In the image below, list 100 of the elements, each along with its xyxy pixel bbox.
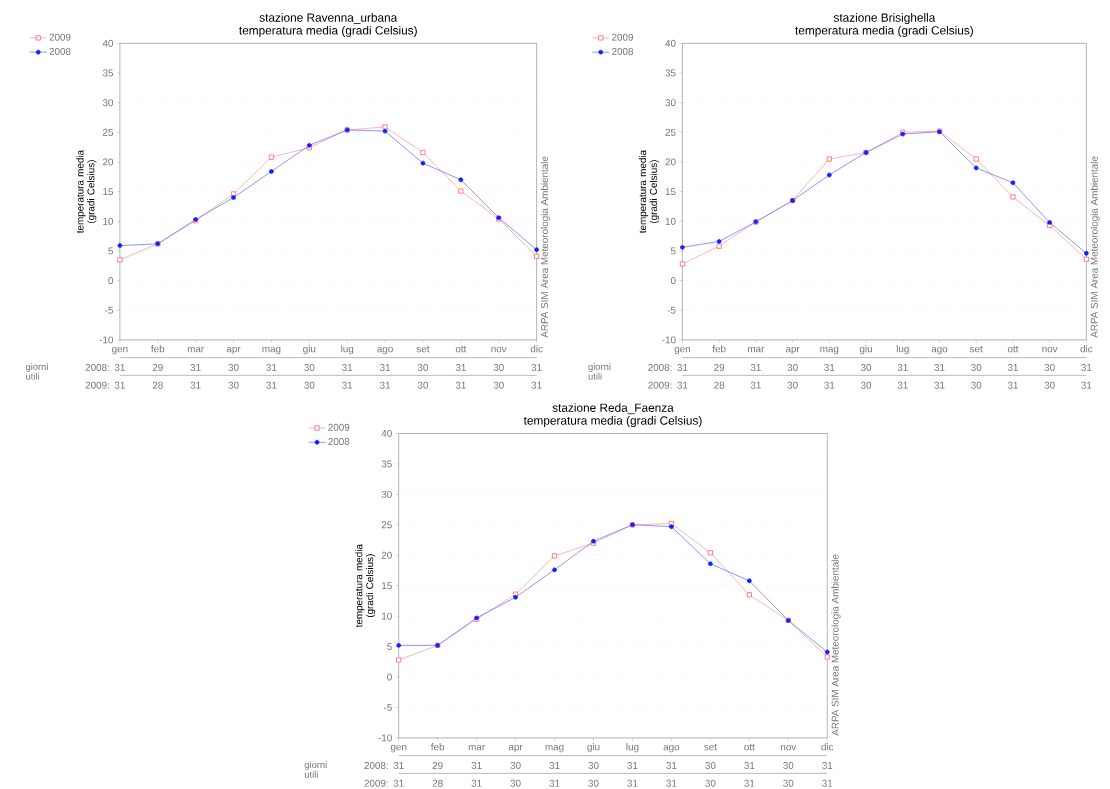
y-tick-label: 5 — [108, 247, 114, 255]
text: 31 — [897, 381, 908, 389]
y-tick-label: -10 — [378, 734, 392, 742]
y-tick-label: -5 — [105, 306, 114, 314]
x-tick-label: apr — [226, 346, 241, 355]
text: 2009: — [364, 779, 388, 787]
text: 30 — [493, 363, 504, 371]
text: 31 — [1007, 381, 1018, 389]
legend-label: 2009 — [328, 423, 350, 431]
text: 31 — [824, 363, 835, 371]
text: 2008: — [648, 363, 672, 371]
text: 30 — [493, 381, 504, 389]
text: giorni utili — [588, 363, 611, 380]
text: 30 — [304, 363, 315, 371]
text: 31 — [822, 761, 833, 769]
x-tick-label: ott — [744, 743, 755, 751]
y-tick-label: 35 — [381, 460, 392, 468]
chart-title: stazione Ravenna_urbana — [259, 13, 398, 24]
text: 31 — [750, 363, 761, 371]
text: 31 — [934, 381, 945, 389]
legend-label: 2008 — [328, 438, 350, 446]
text: 30 — [588, 761, 599, 769]
y-tick-label: 40 — [102, 39, 114, 47]
text: 31 — [190, 381, 201, 389]
x-tick-label: mar — [468, 744, 485, 751]
chart-subtitle: temperatura media (gradi Celsius) — [795, 25, 973, 37]
text: 30 — [417, 381, 429, 389]
text: 31 — [379, 381, 391, 389]
text: 31 — [531, 381, 542, 389]
y-tick-label: 40 — [381, 429, 392, 437]
y-tick-label: 40 — [665, 39, 676, 47]
text: 28 — [152, 381, 163, 389]
x-tick-label: mag — [262, 346, 281, 355]
text: 2008: — [85, 363, 109, 371]
text: 2008: — [364, 761, 388, 769]
text: 30 — [705, 779, 716, 787]
x-tick-label: apr — [508, 744, 523, 753]
text: 31 — [114, 381, 125, 389]
text: 31 — [342, 363, 353, 371]
text: 31 — [897, 363, 908, 371]
y-tick-label: -5 — [383, 703, 392, 711]
text: 31 — [627, 761, 638, 769]
x-tick-label: dic — [1080, 345, 1093, 353]
x-tick-label: dic — [821, 743, 834, 751]
text: 31 — [627, 779, 638, 787]
text: 30 — [510, 761, 521, 769]
x-tick-label: giu — [587, 743, 600, 753]
text: 30 — [783, 779, 794, 787]
legend-label: 2009 — [612, 33, 634, 41]
y-tick-label: 0 — [387, 673, 392, 681]
text: 30 — [510, 779, 521, 787]
text: 30 — [1044, 363, 1055, 371]
y-tick-label: 30 — [665, 99, 676, 107]
x-tick-label: ago — [663, 744, 680, 753]
text: 31 — [549, 761, 560, 769]
text: 30 — [417, 363, 429, 371]
x-tick-label: set — [704, 743, 717, 751]
text: ARPA SIM Area Meteorologia Ambientale — [540, 156, 550, 338]
text: 31 — [190, 363, 201, 371]
y-tick-label: 25 — [665, 128, 676, 136]
y-tick-label: 15 — [665, 188, 676, 195]
x-tick-label: mag — [820, 346, 839, 355]
y-tick-label: 35 — [665, 69, 676, 77]
y-tick-label: 25 — [381, 521, 392, 529]
text: giorni utili — [25, 363, 48, 380]
y-tick-label: -10 — [99, 336, 114, 344]
y-axis-title: temperatura media (gradi Celsius) — [638, 149, 659, 234]
text: 31 — [266, 363, 277, 371]
text: ARPA SIM Area Meteorologia Ambientale — [1090, 156, 1100, 338]
y-tick-label: 0 — [108, 277, 114, 284]
x-tick-label: gen — [112, 346, 128, 355]
x-tick-label: ago — [931, 346, 948, 355]
text: 31 — [114, 363, 125, 371]
x-tick-label: lug — [341, 345, 354, 355]
text: 31 — [666, 779, 677, 787]
text: 30 — [787, 363, 798, 371]
x-tick-label: feb — [712, 345, 726, 353]
chart-title: stazione Reda_Faenza — [552, 403, 674, 415]
x-tick-label: apr — [785, 346, 800, 355]
text: 28 — [714, 381, 725, 389]
x-tick-label: ago — [377, 346, 393, 355]
y-tick-label: 10 — [103, 217, 114, 225]
x-tick-label: nov — [491, 346, 507, 353]
text: 28 — [432, 779, 443, 787]
y-tick-label: 5 — [670, 247, 676, 255]
y-tick-label: -10 — [662, 336, 676, 344]
x-tick-label: mar — [748, 346, 765, 353]
y-tick-label: 20 — [665, 158, 676, 166]
y-tick-label: -5 — [667, 306, 676, 314]
text: 31 — [266, 381, 277, 389]
y-tick-label: 30 — [381, 490, 392, 498]
y-tick-label: 10 — [382, 612, 392, 620]
x-tick-label: mag — [545, 744, 564, 753]
text: 31 — [549, 779, 560, 787]
x-tick-label: mar — [187, 346, 204, 353]
legend-label: 2009 — [49, 33, 71, 41]
x-tick-label: set — [969, 345, 983, 353]
text: 31 — [744, 779, 755, 787]
chart-title: stazione Brisighella — [833, 13, 936, 25]
x-tick-label: lug — [896, 345, 909, 355]
